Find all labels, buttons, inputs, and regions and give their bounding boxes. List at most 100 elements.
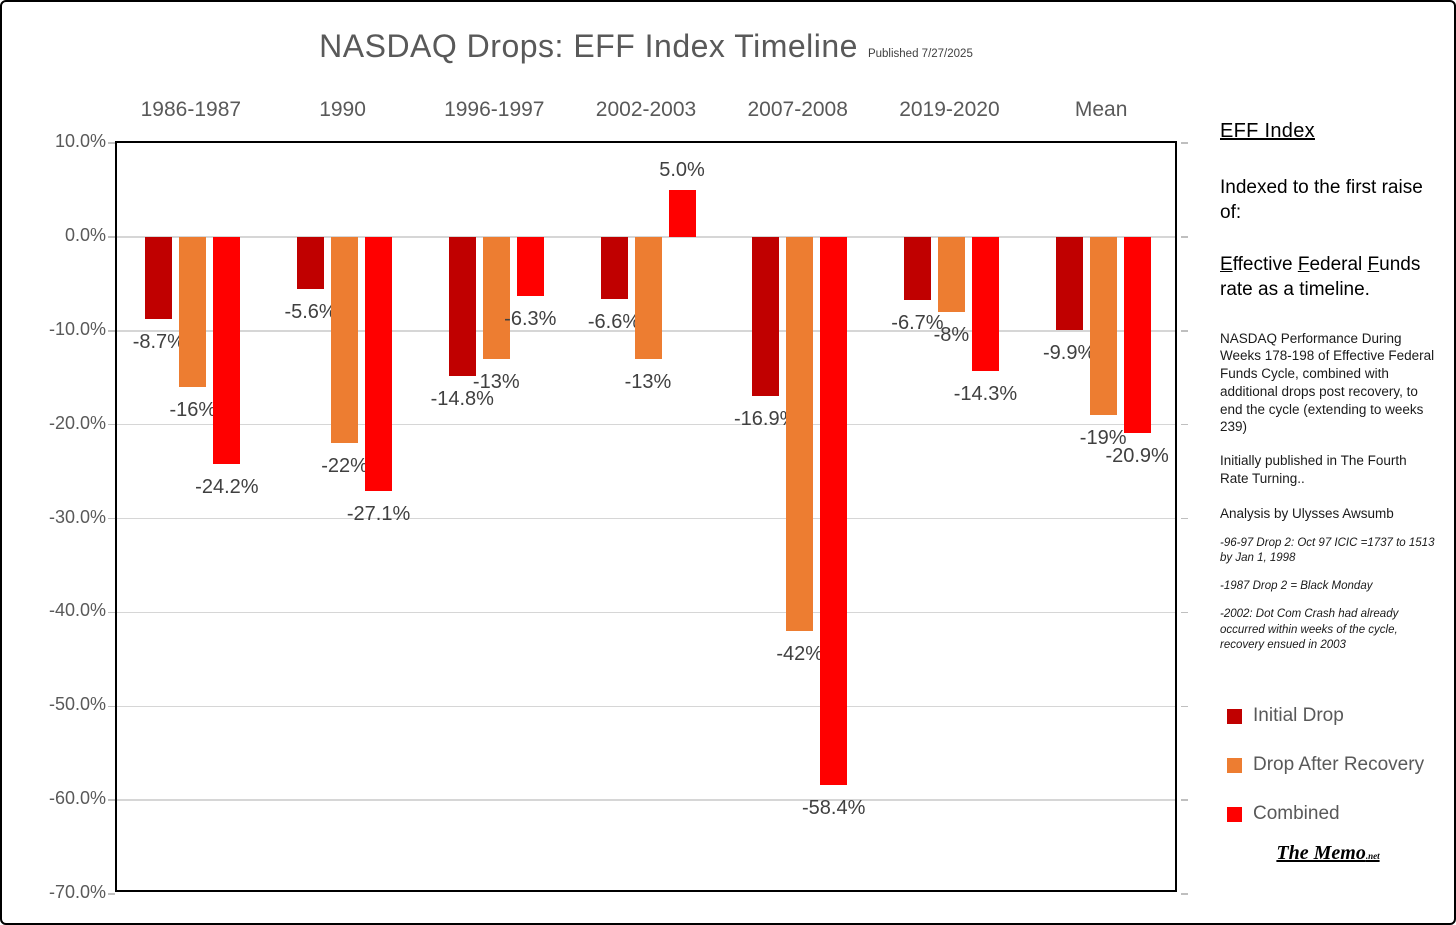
legend-swatch-icon <box>1227 708 1242 724</box>
legend-item-drop-after-recovery: Drop After Recovery <box>1227 754 1424 776</box>
bar-value-label: -22% <box>321 455 368 478</box>
title-row: NASDAQ Drops: EFF Index Timeline Publishe… <box>115 28 1177 65</box>
bar-initial-drop-1996-1997 <box>448 236 476 376</box>
bar-combined-2002-2003 <box>668 189 696 237</box>
underlined-initial: F <box>1367 253 1380 275</box>
bar-combined-2007-2008 <box>820 236 848 786</box>
bar-drop-after-recovery-1990 <box>331 236 359 444</box>
sidebar-paragraph-1: NASDAQ Performance During Weeks 178-198 … <box>1220 330 1435 435</box>
gridline--30.0% <box>117 517 1175 520</box>
bar-combined-2019-2020 <box>971 236 999 372</box>
y-tick-label: -10.0% <box>48 318 106 339</box>
bar-value-label: -13% <box>472 370 520 393</box>
y-tick-label: -30.0% <box>48 506 106 527</box>
right-tick-0.0% <box>1181 236 1188 238</box>
right-tick--40.0% <box>1181 611 1188 614</box>
gridline--50.0% <box>117 705 1175 707</box>
sidebar-eff-line: Effective Federal Funds rate as a timeli… <box>1220 253 1421 301</box>
left-tick--50.0% <box>108 705 115 707</box>
sidebar-subtitle: Indexed to the first raise of: <box>1220 177 1423 224</box>
brand-name: The Memo <box>1276 842 1366 864</box>
bar-drop-after-recovery-2019-2020 <box>937 236 965 312</box>
sidebar-note-3: -2002: Dot Com Crash had already occurre… <box>1220 608 1399 651</box>
right-tick-10.0% <box>1181 142 1188 144</box>
bar-value-label: -5.6% <box>284 301 337 324</box>
bar-initial-drop-1990 <box>297 236 325 290</box>
bar-value-label: -14.3% <box>953 383 1018 406</box>
bar-initial-drop-2007-2008 <box>752 236 780 396</box>
bar-drop-after-recovery-1986-1987 <box>179 236 207 388</box>
sidebar: EFF Index Indexed to the first raise of:… <box>1220 2 1436 653</box>
category-label-1990: 1990 <box>319 98 366 121</box>
category-label-1986-1987: 1986-1987 <box>140 98 242 121</box>
legend-item-initial-drop: Initial Drop <box>1227 705 1424 727</box>
bar-value-label: -8% <box>933 323 970 346</box>
bar-value-label: -14.8% <box>430 387 494 410</box>
bar-value-label: -6.6% <box>587 310 641 333</box>
bar-value-label: 5.0% <box>659 158 705 181</box>
bar-value-label: -24.2% <box>195 476 259 499</box>
left-tick--10.0% <box>108 330 115 332</box>
sidebar-analysis-credit: Analysis by Ulysses Awsumb <box>1220 506 1394 522</box>
y-tick-label: -60.0% <box>48 788 106 809</box>
right-tick--50.0% <box>1181 705 1188 707</box>
bar-initial-drop-2002-2003 <box>600 236 628 299</box>
category-label-2019-2020: 2019-2020 <box>899 98 1000 121</box>
right-tick--70.0% <box>1181 893 1188 895</box>
bar-value-label: -27.1% <box>346 503 411 526</box>
legend-swatch-icon <box>1227 757 1242 773</box>
y-tick-label: 10.0% <box>54 131 106 151</box>
bar-value-label: -58.4% <box>802 797 866 820</box>
bar-combined-1986-1987 <box>213 236 241 465</box>
y-tick-label: -40.0% <box>48 600 106 621</box>
bar-value-label: -8.7% <box>132 330 185 353</box>
bar-value-label: -42% <box>776 643 824 666</box>
legend-label: Combined <box>1253 803 1340 824</box>
plot-area: -8.7% -5.6% -14.8% -6.6% -16.9% -6.7% -9.9% -16… <box>108 141 1188 895</box>
bar-initial-drop-mean <box>1055 236 1083 330</box>
bar-value-label: -9.9% <box>1043 341 1096 364</box>
bar-value-label: -20.9% <box>1105 445 1169 468</box>
category-label-1996-1997: 1996-1997 <box>444 98 545 121</box>
bar-combined-1996-1997 <box>516 236 544 297</box>
published-date: Published 7/27/2025 <box>867 48 973 60</box>
bar-initial-drop-2019-2020 <box>903 236 931 300</box>
y-tick-label: -20.0% <box>48 412 106 433</box>
bar-value-label: -19% <box>1079 427 1127 450</box>
sidebar-note-2: -1987 Drop 2 = Black Monday <box>1220 580 1373 593</box>
brand-suffix: .net <box>1365 851 1380 861</box>
value-axis: 10.0% 0.0% -10.0% -20.0% -30.0% -40.0% -50.0% -… <box>2 131 106 902</box>
left-tick--60.0% <box>108 799 115 801</box>
brand-logo: The Memo.net <box>1220 842 1436 865</box>
bar-value-label: -13% <box>624 370 672 393</box>
y-tick-label: 0.0% <box>64 224 106 245</box>
underlined-initial: E <box>1220 253 1233 275</box>
bar-drop-after-recovery-2002-2003 <box>634 236 662 359</box>
left-tick-10.0% <box>108 142 115 144</box>
bar-value-label: -6.3% <box>504 308 557 331</box>
gridline--60.0% <box>117 799 1175 801</box>
legend-item-combined: Combined <box>1227 803 1424 825</box>
left-tick-0.0% <box>108 236 115 238</box>
category-label-mean: Mean <box>1074 98 1128 121</box>
legend-label: Drop After Recovery <box>1253 754 1425 775</box>
legend: Initial Drop Drop After Recovery Combined <box>1227 705 1424 852</box>
right-tick--30.0% <box>1181 517 1188 520</box>
bar-drop-after-recovery-1996-1997 <box>482 236 510 359</box>
bar-drop-after-recovery-2007-2008 <box>786 236 814 632</box>
legend-label: Initial Drop <box>1253 705 1344 726</box>
bar-initial-drop-1986-1987 <box>145 236 173 319</box>
right-tick--20.0% <box>1181 423 1188 426</box>
bar-value-label: -6.7% <box>891 311 944 334</box>
sidebar-paragraph-2: Initially published in The Fourth Rate T… <box>1220 452 1407 486</box>
bar-drop-after-recovery-mean <box>1089 236 1117 416</box>
category-label-2002-2003: 2002-2003 <box>595 98 697 121</box>
sidebar-note-1: -96-97 Drop 2: Oct 97 ICIC =1737 to 1513… <box>1220 536 1435 565</box>
left-tick--30.0% <box>108 517 115 520</box>
left-tick--20.0% <box>108 423 115 426</box>
bar-value-label: -16% <box>169 399 217 422</box>
bar-combined-1990 <box>365 236 393 492</box>
left-tick--70.0% <box>108 893 115 895</box>
bar-combined-mean <box>1123 236 1151 434</box>
underlined-initial: F <box>1297 253 1310 275</box>
